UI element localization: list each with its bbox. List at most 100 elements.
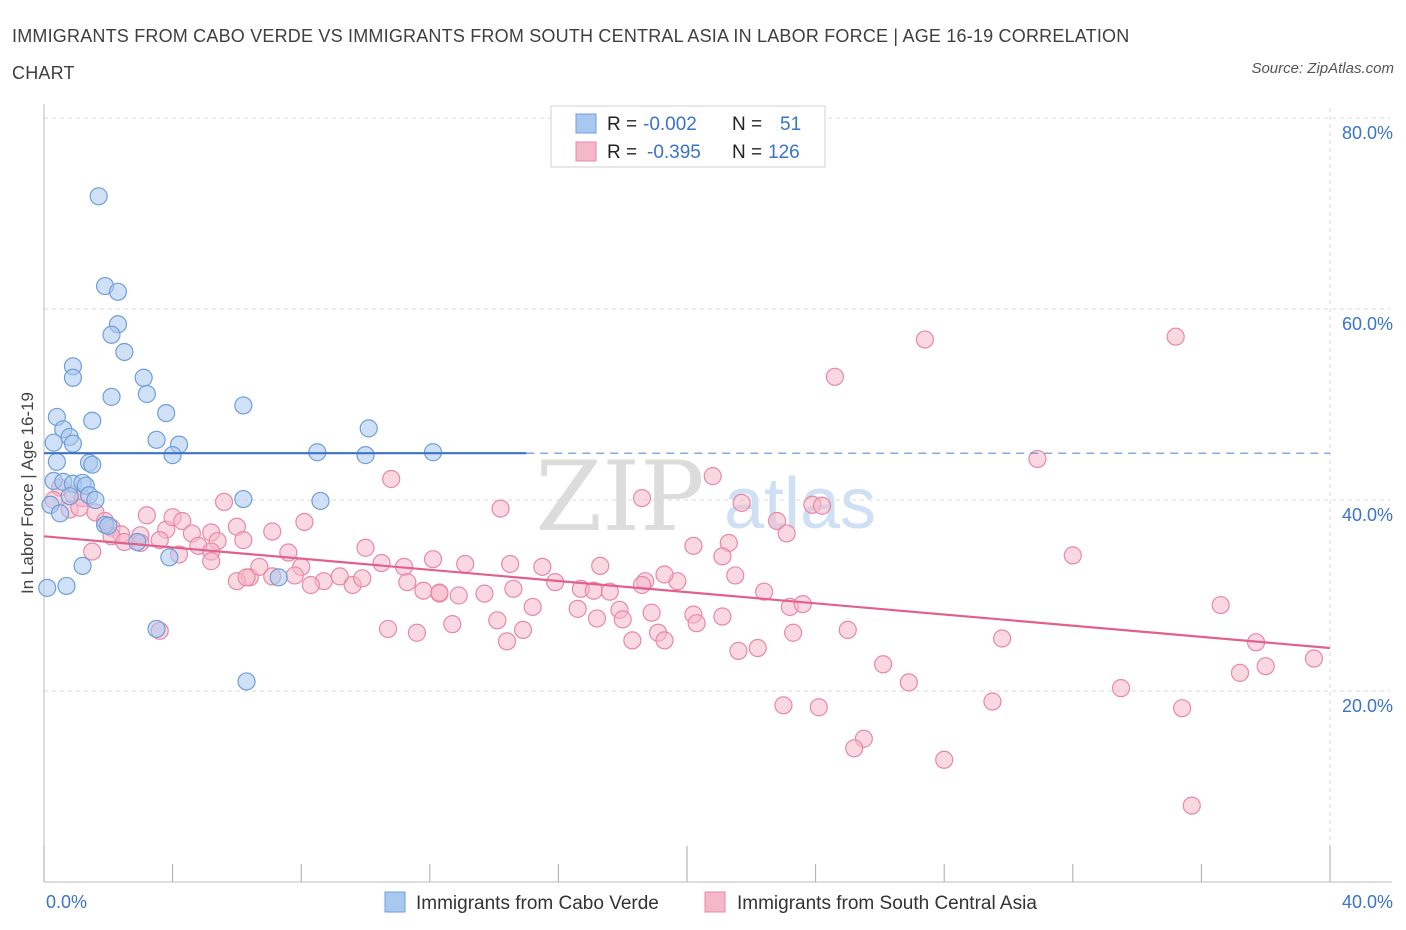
data-point (269, 568, 288, 587)
data-point (398, 573, 417, 592)
data-point (382, 469, 401, 489)
data-point (475, 584, 494, 603)
stats-legend: R = -0.002 N = 51 R = -0.395 N = 126 (550, 105, 826, 168)
chart-title: IMMIGRANTS FROM CABO VERDE VS IMMIGRANTS… (12, 26, 1130, 83)
y-tick-label: 20.0% (1342, 696, 1393, 716)
data-point (38, 578, 57, 597)
trend-lines (43, 452, 1331, 650)
data-point (488, 611, 507, 630)
data-point (632, 488, 652, 508)
data-point (874, 655, 893, 674)
data-point (234, 531, 253, 550)
data-point (57, 576, 76, 596)
data-point (128, 532, 147, 552)
legend-bottom-swatch-pink (704, 891, 726, 913)
legend-swatch-pink (575, 141, 597, 162)
data-point (684, 536, 703, 555)
x-tick-label: 40.0% (1342, 892, 1393, 912)
data-point (163, 446, 182, 465)
data-point (623, 631, 642, 650)
data-point (50, 504, 70, 523)
legend-bottom-label-blue: Immigrants from Cabo Verde (416, 893, 659, 914)
data-point (134, 368, 153, 387)
data-point (523, 597, 542, 617)
data-point (1230, 663, 1250, 682)
data-point (600, 582, 619, 601)
data-point (783, 623, 803, 642)
data-point (147, 619, 166, 639)
data-point (414, 581, 433, 600)
data-point (443, 615, 462, 634)
y-tick-label: 60.0% (1342, 314, 1393, 334)
data-point (1028, 449, 1047, 469)
trend-line-south-central-asia (43, 535, 1331, 650)
data-point (407, 623, 427, 642)
legend-n-label-blue: N = (732, 114, 762, 135)
data-point (992, 629, 1012, 648)
stats-legend-frame (550, 105, 826, 168)
data-point (234, 489, 253, 509)
data-point (378, 619, 398, 639)
data-point (356, 538, 375, 557)
y-axis-label: In Labor Force | Age 16-19 (18, 392, 37, 594)
data-point (732, 493, 751, 512)
data-point (1182, 796, 1201, 815)
data-point (748, 638, 767, 658)
data-point (301, 575, 320, 595)
data-point (777, 524, 796, 543)
data-point (1166, 327, 1185, 346)
data-point (115, 342, 134, 362)
data-point (1063, 546, 1082, 565)
data-point (642, 603, 661, 622)
data-point (713, 607, 732, 626)
legend-bottom-label-pink: Immigrants from South Central Asia (737, 893, 1037, 914)
data-point (359, 419, 378, 438)
data-point (838, 620, 857, 639)
y-tick-label: 40.0% (1342, 505, 1393, 525)
data-point (504, 579, 523, 598)
watermark-zip: ZIP (535, 441, 704, 553)
data-point (372, 553, 391, 573)
data-point (915, 330, 935, 349)
data-point (899, 673, 918, 692)
data-point (655, 631, 674, 650)
data-point (491, 499, 510, 518)
data-point (793, 594, 812, 614)
data-point (655, 565, 674, 584)
data-point (137, 506, 156, 525)
data-point (173, 511, 192, 531)
data-point (1304, 649, 1324, 668)
data-point (767, 511, 787, 531)
data-point (983, 692, 1002, 711)
data-point (234, 396, 253, 415)
data-point (102, 387, 121, 406)
data-point (353, 569, 372, 588)
series-south-central-asia (44, 327, 1324, 815)
data-point (202, 552, 221, 571)
data-point (613, 610, 632, 629)
data-point (632, 575, 652, 595)
data-point (108, 282, 128, 301)
data-point (568, 599, 587, 618)
data-point (157, 403, 176, 423)
data-point (501, 554, 520, 574)
data-point (237, 672, 256, 691)
data-point (1111, 679, 1131, 698)
data-point (726, 566, 745, 585)
data-point (311, 491, 330, 511)
data-point (102, 325, 121, 344)
data-point (1173, 699, 1192, 718)
data-point (729, 641, 748, 660)
data-point (73, 556, 92, 575)
data-point (774, 696, 793, 715)
series-legend: Immigrants from Cabo Verde Immigrants fr… (384, 891, 1037, 914)
data-point (60, 487, 79, 506)
x-tick-label: 0.0% (46, 892, 87, 912)
data-point (89, 187, 108, 206)
data-point (285, 566, 304, 585)
data-point (812, 496, 832, 515)
legend-swatch-blue (575, 113, 597, 134)
legend-r-value-pink: -0.395 (647, 142, 701, 163)
data-point (356, 446, 375, 465)
